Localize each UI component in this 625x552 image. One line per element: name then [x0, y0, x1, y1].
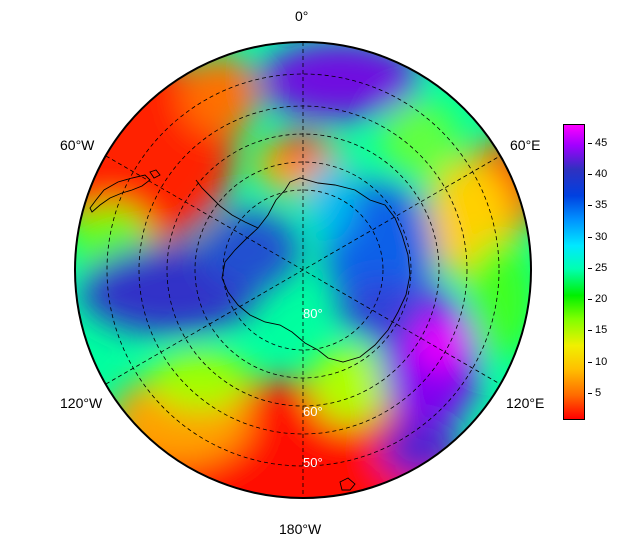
lon-label-180w: 180°W: [279, 521, 322, 537]
heatmap-field: [75, 42, 531, 498]
lat-label-50: 50°: [303, 455, 323, 470]
latitude-circle-75: [222, 189, 384, 351]
colorbar-tick-label: 10: [587, 355, 608, 368]
lon-label-120e: 120°E: [506, 395, 545, 411]
lon-label-60w: 60°W: [60, 137, 95, 153]
latitude-circle-55: [106, 73, 500, 467]
lon-label-60e: 60°E: [510, 137, 541, 153]
colorbar: [563, 124, 585, 420]
map-border: [74, 41, 532, 499]
lat-label-80: 80°: [303, 306, 323, 321]
meridian-120w-60e: [105, 155, 501, 385]
colorbar-tick-label: 20: [587, 293, 608, 306]
antarctic-peninsula: [195, 179, 259, 229]
colorbar-tick-label: 15: [587, 324, 608, 337]
colorbar-tick-label: 45: [587, 136, 608, 149]
colorbar-tick-label: 40: [587, 168, 608, 181]
antarctica-coast: [221, 177, 411, 363]
coastline: [89, 169, 411, 491]
falkland-islands: [149, 169, 161, 179]
colorbar-tick-label: 5: [587, 386, 602, 399]
colorbar-tick-label: 30: [587, 230, 608, 243]
lon-label-120w: 120°W: [60, 395, 103, 411]
lat-label-60: 60°: [303, 404, 323, 419]
colorbar-tick-label: 25: [587, 261, 608, 274]
graticule: [105, 42, 501, 498]
new-zealand-coast: [339, 477, 356, 491]
south-america-tip: [89, 174, 151, 213]
lon-label-0: 0°: [295, 8, 309, 24]
colorbar-tick-label: 35: [587, 199, 608, 212]
